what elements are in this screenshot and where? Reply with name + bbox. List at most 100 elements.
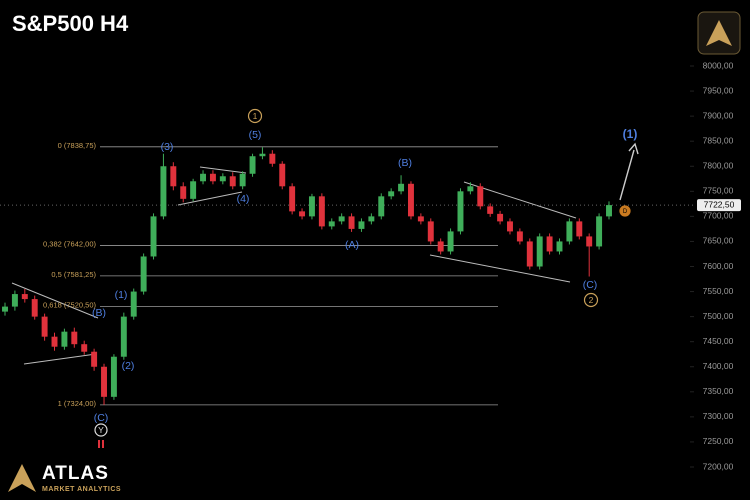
wave-label: (C) <box>94 412 109 424</box>
wave-label: (1) <box>623 127 638 141</box>
y-tick-label: 7750,00 <box>703 186 734 196</box>
brand-name: ATLAS <box>42 463 109 484</box>
y-tick-label: 7600,00 <box>703 261 734 271</box>
candle-body <box>101 366 107 397</box>
y-tick-label: 7500,00 <box>703 311 734 321</box>
candle-body <box>437 241 444 252</box>
candle-body <box>378 196 385 217</box>
candle-body <box>556 241 563 252</box>
candle-body <box>249 156 256 174</box>
candle-body <box>229 176 236 187</box>
candle-body <box>328 221 335 227</box>
wave-label: (B) <box>92 307 106 319</box>
candle-body <box>269 153 276 164</box>
y-tick-label: 7850,00 <box>703 135 734 145</box>
candle-body <box>427 221 434 242</box>
candle-body <box>398 183 405 192</box>
fib-label: 0 (7838,75) <box>58 141 97 150</box>
candle-body <box>447 231 454 252</box>
circled-label: 1 <box>253 111 258 121</box>
candle-body <box>308 196 315 217</box>
logo-mark <box>706 20 732 46</box>
wave-label: (A) <box>345 239 359 251</box>
candle-body <box>160 166 167 217</box>
candle-body <box>477 186 484 207</box>
candle-body <box>41 316 48 337</box>
candle-body <box>299 211 306 217</box>
candle-body <box>407 183 414 217</box>
y-tick-label: 7300,00 <box>703 411 734 421</box>
circled-label: Y <box>98 425 104 435</box>
candle-body <box>526 241 533 267</box>
trendline <box>177 191 243 206</box>
candle-body <box>546 236 553 252</box>
candle-body <box>180 186 187 199</box>
label-circle <box>619 205 631 217</box>
last-price-box <box>697 199 741 212</box>
trendline <box>23 353 97 365</box>
wave-label: (5) <box>249 129 262 141</box>
candle-body <box>338 216 345 222</box>
y-tick-label: 7800,00 <box>703 161 734 171</box>
candle-body <box>130 291 137 317</box>
wave-label: (2) <box>122 360 135 372</box>
candle-body <box>200 173 207 182</box>
fib-label: 0,382 (7642,00) <box>43 239 96 248</box>
y-tick-label: 7700,00 <box>703 211 734 221</box>
logo <box>8 11 741 492</box>
candle-body <box>31 299 38 317</box>
wave-label: (C) <box>583 279 598 291</box>
candle-body <box>259 153 266 157</box>
candle-body <box>21 294 28 300</box>
candle-body <box>368 216 375 222</box>
fib-label: 0,5 (7581,25) <box>51 270 96 279</box>
candle-body <box>566 221 573 242</box>
y-tick-label: 7650,00 <box>703 236 734 246</box>
candle-body <box>318 196 325 227</box>
candle-body <box>348 216 355 229</box>
circled-label: 2 <box>589 295 594 305</box>
fib-label: 1 (7324,00) <box>58 399 97 408</box>
brand-subtitle: MARKET ANALYTICS <box>42 486 121 493</box>
last-price-label: 7722,50 <box>704 199 735 209</box>
candle-body <box>11 294 18 307</box>
chart-title: S&P500 H4 <box>12 11 129 36</box>
candle-body <box>576 221 583 237</box>
y-tick-label: 7550,00 <box>703 286 734 296</box>
candle-body <box>457 191 464 232</box>
wave-label: (B) <box>398 157 412 169</box>
y-tick-label: 7950,00 <box>703 85 734 95</box>
candle-body <box>170 166 177 187</box>
brand-mark <box>8 464 36 492</box>
candle-body <box>81 344 88 352</box>
trendline <box>429 254 571 283</box>
candle-body <box>606 205 612 217</box>
candle-body <box>358 221 365 229</box>
label-circle <box>583 292 599 308</box>
candle-body <box>209 173 216 182</box>
trendline <box>11 282 99 319</box>
fib-label: 0,618 (7520,50) <box>43 300 96 309</box>
candle-body <box>467 186 474 192</box>
candle-body <box>279 163 286 187</box>
y-tick-label: 7200,00 <box>703 461 734 471</box>
wave-label: (1) <box>115 289 128 301</box>
candle-body <box>516 231 523 242</box>
candle-body <box>239 173 246 187</box>
candle-body <box>61 331 68 347</box>
y-tick-label: 8000,00 <box>703 60 734 70</box>
candle-body <box>51 336 58 347</box>
y-tick-label: 7400,00 <box>703 361 734 371</box>
candle-body <box>487 206 494 214</box>
candle-body <box>586 236 593 247</box>
wave-label: (3) <box>161 141 174 153</box>
arrow-head <box>628 142 639 155</box>
trendline <box>199 166 247 174</box>
candle-body <box>388 191 395 197</box>
candle-body <box>596 216 603 247</box>
trendlines <box>11 142 639 448</box>
y-tick-label: 7900,00 <box>703 110 734 120</box>
candle-body <box>536 236 543 267</box>
candle-body <box>120 316 127 357</box>
candle-body <box>507 221 513 232</box>
